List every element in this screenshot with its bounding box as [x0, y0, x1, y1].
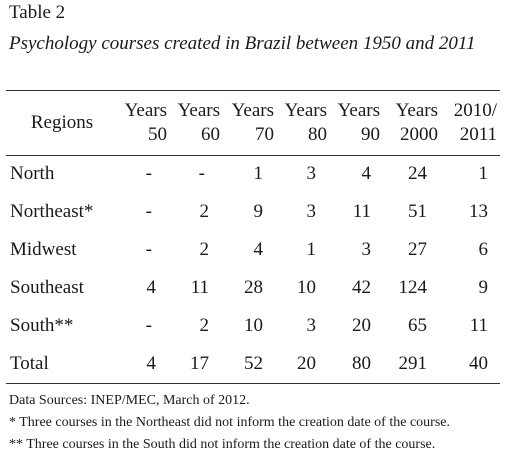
table-cell: 17 [190, 353, 209, 374]
table-notes: Data Sources: INEP/MEC, March of 2012. *… [9, 390, 450, 456]
table-cell: - [145, 315, 152, 336]
table-cell: 10 [244, 315, 263, 336]
table-cell: 1 [478, 163, 489, 184]
table-cell: 11 [190, 277, 209, 298]
table-cell: - [198, 163, 205, 184]
table-cell: 2 [199, 239, 210, 260]
header-col-5: Years 90 [330, 91, 383, 155]
header-col-1-line1: Years [124, 100, 167, 121]
table-row: Northeast* - 2 9 3 11 51 13 [6, 193, 500, 231]
table-cell: 3 [306, 201, 317, 222]
header-col-2: Years 60 [170, 91, 223, 155]
table-cell: 1 [253, 163, 264, 184]
header-col-4: Years 80 [277, 91, 330, 155]
table-header-row: Regions Years 50 Years 60 Years 70 Years 80 … [6, 91, 500, 155]
table-row: Midwest - 2 4 1 3 27 6 [6, 231, 500, 269]
table-cell: 9 [478, 277, 489, 298]
header-col-5-line1: Years [337, 100, 380, 121]
table-cell: 3 [306, 163, 317, 184]
table-cell: 4 [253, 239, 264, 260]
table-cell: 40 [469, 353, 488, 374]
header-col-4-line2: 80 [308, 124, 327, 145]
table-cell: 3 [306, 315, 317, 336]
table-cell: 124 [398, 277, 428, 298]
table-cell: 80 [352, 353, 371, 374]
header-regions: Regions [30, 112, 94, 133]
row-region-label: South** [10, 315, 74, 336]
table-cell: 13 [469, 201, 488, 222]
table-cell: 3 [361, 239, 372, 260]
table-cell: 6 [478, 239, 489, 260]
header-col-2-line1: Years [177, 100, 220, 121]
table-cell: 27 [408, 239, 427, 260]
row-region-label: Midwest [10, 239, 77, 260]
table-cell: 4 [146, 353, 157, 374]
footnote-northeast: * Three courses in the Northeast did not… [9, 415, 450, 430]
table-cell: 4 [146, 277, 157, 298]
header-col-3: Years 70 [223, 91, 277, 155]
table-header-rule [6, 155, 500, 156]
table-top-rule [6, 90, 500, 91]
table-cell: 291 [398, 353, 428, 374]
table-label: Table 2 [9, 2, 66, 23]
table-row: South** - 2 10 3 20 65 11 [6, 307, 500, 345]
header-col-6: Years 2000 [383, 91, 441, 155]
table-cell: - [145, 201, 152, 222]
header-col-3-line2: 70 [255, 124, 274, 145]
table-cell: 11 [469, 315, 488, 336]
table-cell: 1 [306, 239, 317, 260]
header-col-1-line2: 50 [148, 124, 167, 145]
table-bottom-rule [6, 383, 500, 384]
row-region-label: Southeast [10, 277, 84, 298]
table-row: North - - 1 3 4 24 1 [6, 155, 500, 193]
table-cell: 20 [352, 315, 371, 336]
table-cell: - [145, 239, 152, 260]
header-col-5-line2: 90 [361, 124, 380, 145]
table-cell: 2 [199, 201, 210, 222]
header-col-2-line2: 60 [201, 124, 220, 145]
table-cell: 24 [408, 163, 427, 184]
table-cell: 65 [408, 315, 427, 336]
footnote-south: ** Three courses in the South did not in… [9, 437, 436, 452]
table-cell: 11 [352, 201, 371, 222]
table-cell: 20 [297, 353, 316, 374]
table-cell: 52 [244, 353, 263, 374]
header-col-1: Years 50 [118, 91, 170, 155]
row-region-label: Total [10, 353, 49, 374]
table-row: Southeast 4 11 28 10 42 124 9 [6, 269, 500, 307]
courses-table: Regions Years 50 Years 60 Years 70 Years 80 … [6, 91, 500, 383]
table-cell: 51 [408, 201, 427, 222]
table-cell: 42 [352, 277, 371, 298]
row-region-label: Northeast* [10, 201, 94, 222]
table-row: Total 4 17 52 20 80 291 40 [6, 345, 500, 383]
table-caption: Psychology courses created in Brazil bet… [9, 33, 476, 54]
header-col-4-line1: Years [284, 100, 327, 121]
table-cell: 28 [244, 277, 263, 298]
table-body: North - -1 3 4 24 1 Northeast* -2 9 3 11 51 13 Midwest… [6, 155, 500, 383]
header-col-6-line2: 2000 [400, 124, 438, 145]
row-region-label: North [10, 163, 55, 184]
header-col-3-line1: Years [231, 100, 274, 121]
header-col-7: 2010/2011 [441, 91, 500, 155]
header-col-7-line2: 2011 [459, 124, 497, 145]
header-col-6-line1: Years [395, 100, 438, 121]
table-cell: 9 [253, 201, 264, 222]
table-cell: - [145, 163, 152, 184]
header-col-7-line1: 2010/ [453, 100, 497, 121]
table-cell: 4 [361, 163, 372, 184]
table-cell: 10 [297, 277, 316, 298]
table-cell: 2 [199, 315, 210, 336]
data-source-note: Data Sources: INEP/MEC, March of 2012. [9, 393, 250, 408]
